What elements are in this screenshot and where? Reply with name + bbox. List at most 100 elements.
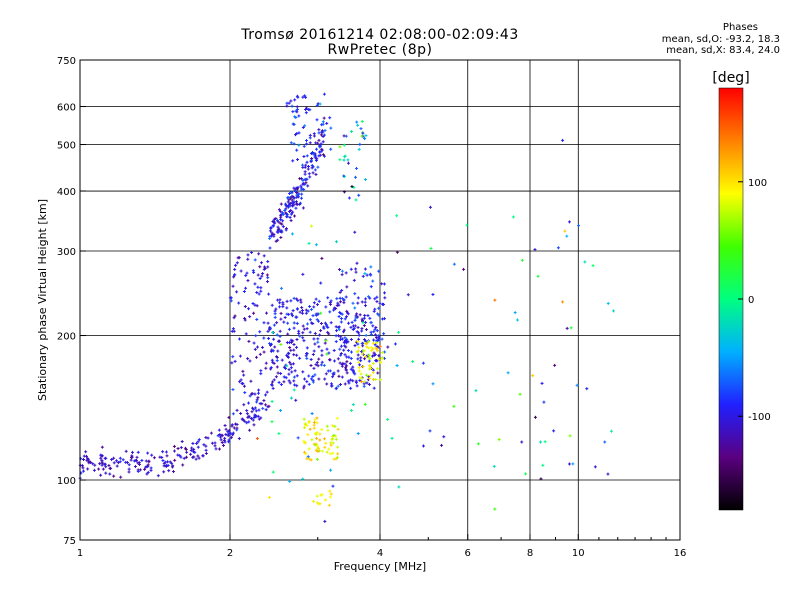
x-tick-label: 16: [674, 548, 687, 559]
data-point: [259, 286, 263, 290]
data-point: [277, 339, 281, 343]
data-point: [374, 325, 378, 329]
data-point: [298, 356, 302, 360]
data-point: [109, 466, 113, 470]
data-point: [289, 299, 293, 303]
data-point: [289, 362, 293, 366]
data-point: [264, 403, 268, 407]
data-point: [245, 271, 249, 275]
data-point: [341, 330, 345, 334]
data-point: [297, 114, 301, 118]
data-point: [292, 326, 296, 330]
data-point: [380, 351, 384, 355]
data-point: [328, 495, 332, 499]
data-point: [295, 374, 299, 378]
data-point: [282, 375, 286, 379]
data-point: [197, 438, 201, 442]
data-point: [327, 503, 331, 507]
data-point: [173, 458, 177, 462]
data-point: [359, 127, 363, 131]
data-point: [315, 318, 319, 322]
data-point: [266, 321, 270, 325]
data-point: [305, 380, 309, 384]
data-point: [603, 440, 607, 444]
data-point: [292, 321, 296, 325]
data-point: [329, 299, 333, 303]
data-point: [342, 328, 346, 332]
data-point: [377, 306, 381, 310]
data-point: [316, 340, 320, 344]
data-point: [565, 326, 569, 330]
x-tick-label: 4: [377, 548, 383, 559]
data-point: [312, 426, 316, 430]
data-point: [303, 377, 307, 381]
data-point: [372, 386, 376, 390]
data-point: [248, 394, 252, 398]
data-point: [276, 238, 280, 242]
data-point: [361, 365, 365, 369]
data-point: [279, 311, 283, 315]
data-point: [267, 495, 271, 499]
data-point: [276, 230, 280, 234]
data-point: [310, 438, 314, 442]
x-tick-label: 10: [572, 548, 585, 559]
data-point: [230, 423, 234, 427]
data-point: [147, 459, 151, 463]
data-point: [295, 110, 299, 114]
data-point: [189, 452, 193, 456]
data-point: [320, 256, 324, 260]
data-point: [543, 440, 547, 444]
data-point: [271, 223, 275, 227]
data-point: [257, 252, 261, 256]
data-point: [382, 282, 386, 286]
y-tick-label: 600: [57, 103, 76, 114]
data-point: [325, 352, 329, 356]
data-point: [231, 433, 235, 437]
data-point: [288, 479, 292, 483]
data-point: [218, 447, 222, 451]
data-point: [279, 286, 283, 290]
data-point: [336, 384, 340, 388]
data-point: [353, 372, 357, 376]
data-point: [331, 451, 335, 455]
data-point: [606, 301, 610, 305]
data-point: [365, 381, 369, 385]
data-point: [257, 391, 261, 395]
data-point: [318, 102, 322, 106]
data-point: [254, 414, 258, 418]
data-point: [295, 321, 299, 325]
data-point: [296, 187, 300, 191]
data-point: [474, 389, 478, 393]
data-point: [162, 464, 166, 468]
data-point: [204, 448, 208, 452]
data-point: [339, 335, 343, 339]
data-point: [376, 312, 380, 316]
data-point: [342, 143, 346, 147]
data-point: [255, 290, 259, 294]
data-point: [301, 336, 305, 340]
data-point: [332, 348, 336, 352]
phases-legend-line-x: mean, sd,X: 83.4, 24.0: [666, 45, 780, 56]
y-axis-ticks: 75 100 200 300 400 500 600 750: [57, 56, 86, 547]
data-point: [342, 301, 346, 305]
data-point: [243, 305, 247, 309]
data-point: [324, 498, 328, 502]
data-point: [115, 459, 119, 463]
data-point: [354, 175, 358, 179]
data-point: [99, 453, 103, 457]
data-point: [335, 416, 339, 420]
data-point: [121, 458, 125, 462]
data-point: [354, 198, 358, 202]
data-point: [244, 286, 248, 290]
data-point: [306, 433, 310, 437]
data-point: [276, 220, 280, 224]
x-tick-label: 8: [527, 548, 533, 559]
data-point: [176, 447, 180, 451]
data-point: [397, 330, 401, 334]
data-point: [309, 308, 313, 312]
data-point: [275, 321, 279, 325]
data-point: [301, 95, 305, 99]
data-point: [99, 473, 103, 477]
data-point: [316, 446, 320, 450]
data-point: [536, 274, 540, 278]
